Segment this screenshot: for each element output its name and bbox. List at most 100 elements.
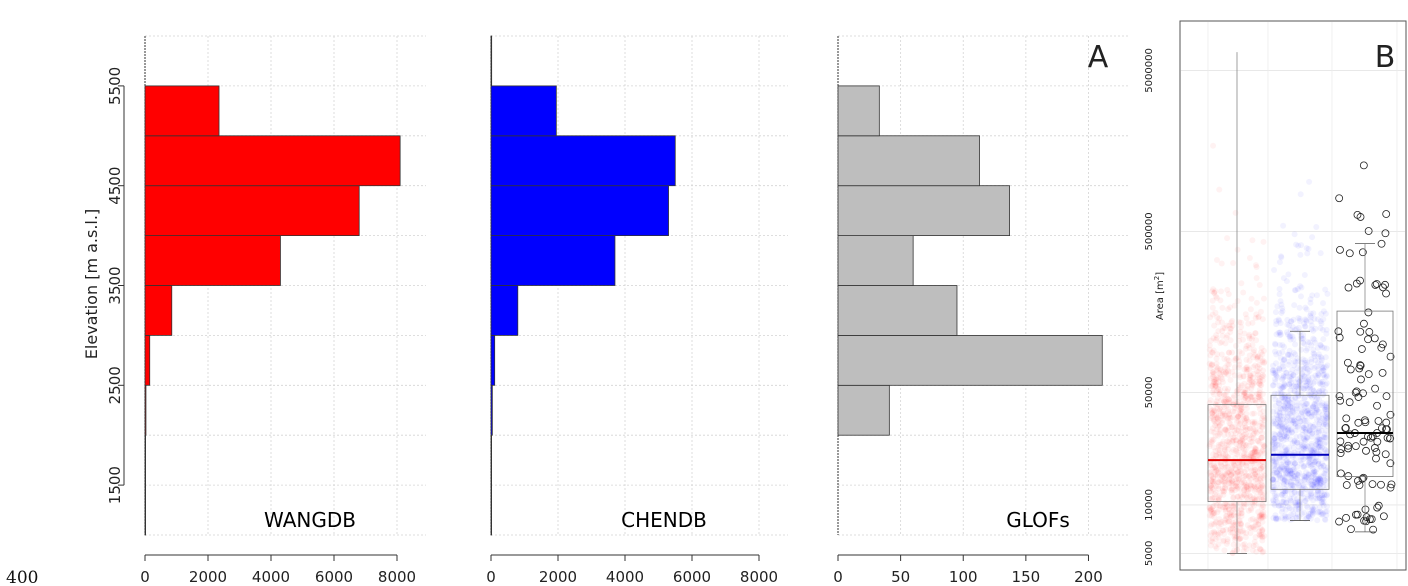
wangdb-point [1259,357,1266,364]
chendb-point [1302,454,1309,461]
wangdb-point [1254,368,1261,375]
chendb-point [1281,516,1288,523]
wangdb-point [1241,380,1248,387]
chendb-point [1278,435,1285,442]
wangdb-point [1236,445,1243,452]
wangdb-point [1219,411,1226,418]
wangdb-point [1259,447,1266,454]
wangdb-point [1249,333,1256,340]
wangdb-point [1225,518,1232,525]
wangdb-point [1258,434,1265,441]
chendb-point [1276,291,1283,298]
chendb-point [1307,318,1314,325]
chendb-point [1272,396,1279,403]
chendb-point [1306,385,1313,392]
glofs-label: GLOFs [1006,508,1070,532]
wangdb-point [1211,418,1218,425]
chendb-point [1282,506,1289,513]
chendb-point [1302,357,1309,364]
wangdb-point [1223,472,1230,479]
chendb-point [1314,479,1321,486]
wangdb-point [1224,355,1231,362]
chendb-point [1301,437,1308,444]
wangdb-point [1216,495,1223,502]
chendb-point [1276,410,1283,417]
wangdb-point [1257,410,1264,417]
chendb-point [1300,373,1307,380]
wangdb-point [1230,519,1237,526]
chendb-point [1316,388,1323,395]
chendb-point [1315,351,1322,358]
chendb-point [1293,399,1300,406]
chendb-point [1301,341,1308,348]
chendb-point [1318,464,1325,471]
wangdb-point [1260,238,1267,245]
wangdb-point [1235,418,1242,425]
wangdb-point [1219,527,1226,534]
wangdb-point [1221,519,1228,526]
chendb-point [1277,421,1284,428]
wangdb-point [1250,453,1257,460]
wangdb-point [1215,497,1222,504]
wangdb-point [1237,374,1244,381]
wangdb-point [1213,414,1220,421]
wangdb-point [1241,501,1248,508]
chendb-point [1317,318,1324,325]
wangdb-point [1256,439,1263,446]
wangdb-point [1242,311,1249,318]
chendb-point [1300,456,1307,463]
wangdb-point [1253,263,1260,270]
chendb-point [1318,378,1325,385]
glofs-point [1355,364,1364,373]
wangdb-point [1214,509,1221,516]
wangdb-point [1234,387,1241,394]
wangdb-point [1249,374,1256,381]
chendb-point [1288,429,1295,436]
chendb-point [1303,473,1310,480]
chendb-point [1319,344,1326,351]
chendb-point [1301,373,1308,380]
wangdb-point [1220,408,1227,415]
chendb-point [1287,478,1294,485]
chendb-point [1323,373,1330,380]
wangdb-point [1244,385,1251,392]
wangdb-point [1260,503,1267,510]
wangdb-point [1226,506,1233,513]
chendb-point [1323,434,1330,441]
wangdb-point [1215,441,1222,448]
chendb-point [1298,454,1305,461]
chendb-point [1305,378,1312,385]
glofs-point [1336,245,1344,254]
chendb-point [1322,354,1329,361]
wangdb-point [1247,485,1254,492]
wangdb-point [1227,525,1234,532]
chendb-point [1272,309,1279,316]
wangdb-point [1215,375,1222,382]
wangdb-point [1225,469,1232,476]
chendb-point [1323,491,1330,498]
chendb-point [1290,444,1297,451]
chendb-point [1279,498,1286,505]
chendb-point [1311,479,1318,486]
wangdb-point [1237,439,1244,446]
chendb-point [1302,304,1309,311]
wangdb-point [1214,314,1221,321]
wangdb-x-tick-label: 6000 [315,568,353,586]
glofs-point [1377,480,1385,489]
chendb-point [1293,514,1300,521]
chendb-point [1279,308,1286,315]
chendb-point [1285,430,1292,437]
chendb-point [1286,333,1293,340]
chendb-point [1312,372,1319,379]
wangdb-point [1242,402,1249,409]
wangdb-point [1211,464,1218,471]
chendb-point [1310,388,1317,395]
chendb-point [1297,381,1304,388]
chendb-point [1300,365,1307,372]
wangdb-point [1216,422,1223,429]
wangdb-point [1219,473,1226,480]
wangdb-point [1251,419,1258,426]
wangdb-point [1229,549,1236,556]
wangdb-point [1237,520,1244,527]
chendb-point [1317,402,1324,409]
